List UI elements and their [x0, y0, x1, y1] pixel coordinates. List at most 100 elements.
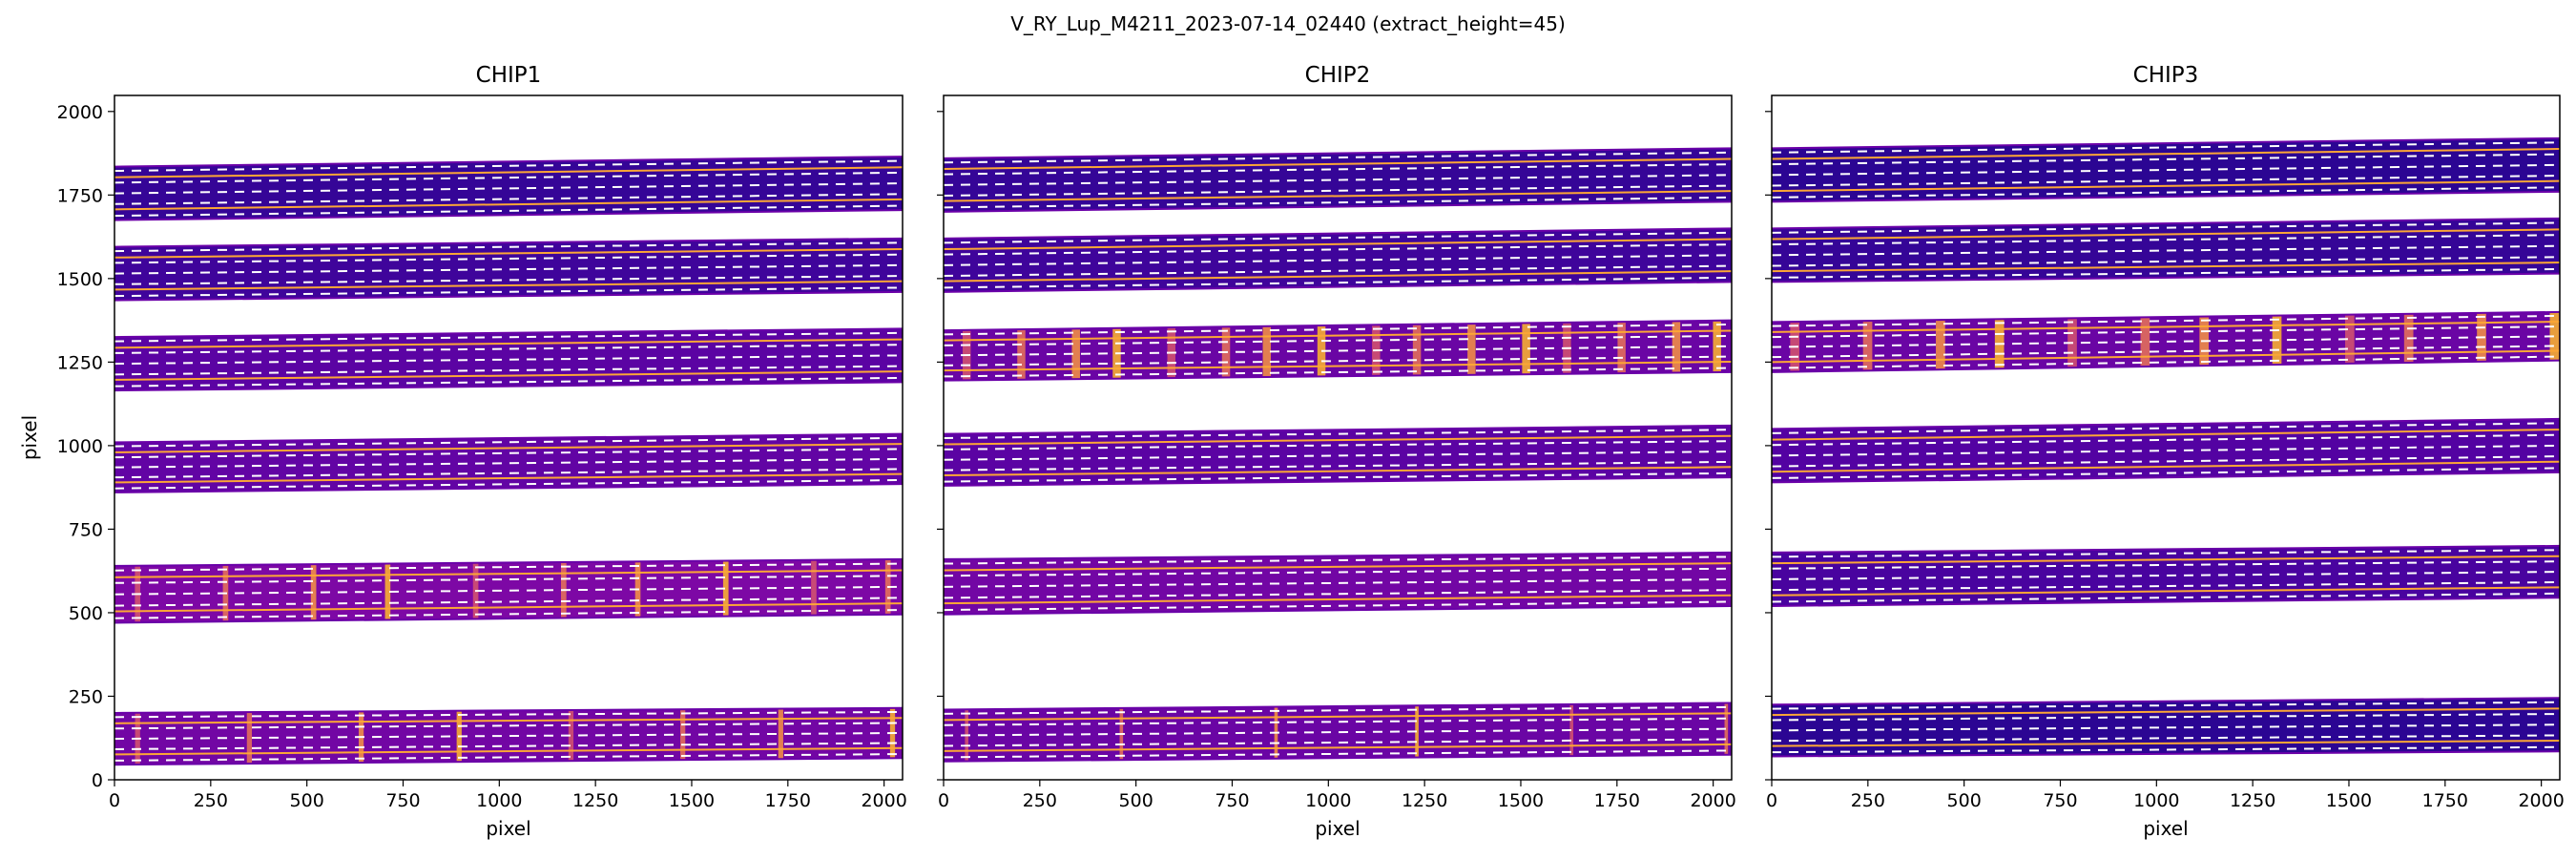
extraction-boundary — [944, 367, 1732, 378]
emission-line — [1862, 321, 1873, 371]
trace-line — [1772, 321, 2560, 333]
extraction-boundary — [944, 243, 1732, 256]
extraction-boundary — [944, 600, 1732, 612]
extraction-boundary — [1772, 335, 2560, 348]
order-band — [114, 238, 903, 301]
extraction-boundary — [114, 286, 903, 298]
emission-line — [811, 559, 817, 616]
trace-line — [944, 712, 1732, 722]
x-tick-label: 500 — [1119, 790, 1153, 811]
trace-line — [1772, 228, 2560, 241]
trace-line — [944, 466, 1732, 477]
extraction-boundary — [114, 253, 903, 264]
emission-line — [1569, 703, 1574, 757]
order-edge-lower — [114, 290, 903, 302]
order-edge-lower — [944, 200, 1732, 213]
order-edge-upper — [1772, 417, 2560, 430]
trace-line — [114, 717, 903, 724]
extraction-boundary — [1772, 186, 2560, 199]
extraction-boundary — [944, 567, 1732, 577]
emission-line — [1262, 325, 1272, 378]
trace-line — [114, 166, 903, 178]
trace-line — [114, 370, 903, 381]
extraction-boundary — [944, 705, 1732, 715]
extraction-boundary — [114, 241, 903, 253]
emission-line — [2345, 314, 2355, 364]
panel-title: CHIP1 — [476, 63, 542, 88]
order-edge-upper — [1772, 217, 2560, 230]
extraction-boundary — [114, 182, 903, 195]
extraction-boundary — [944, 471, 1732, 483]
extraction-boundary — [1772, 267, 2560, 279]
extraction-boundary — [944, 717, 1732, 726]
x-tick-label: 500 — [290, 790, 324, 811]
y-tick-label: 1000 — [57, 436, 103, 457]
order-edge-upper — [944, 702, 1732, 711]
extraction-boundary — [944, 184, 1732, 198]
extraction-boundary — [114, 710, 903, 719]
order-band — [944, 702, 1732, 762]
extraction-boundary — [1772, 175, 2560, 187]
emission-line — [1412, 324, 1422, 376]
extraction-boundary — [944, 323, 1732, 336]
panel-title: CHIP2 — [1305, 63, 1371, 88]
order-edge-lower — [944, 753, 1732, 763]
extraction-boundary — [114, 376, 903, 388]
extraction-boundary — [944, 355, 1732, 367]
emission-line — [1071, 328, 1080, 380]
extraction-boundary — [1772, 325, 2560, 339]
extraction-boundary — [1772, 455, 2560, 468]
extraction-boundary — [944, 231, 1732, 244]
extraction-boundary — [944, 440, 1732, 450]
extraction-boundary — [944, 577, 1732, 588]
extraction-boundary — [1772, 256, 2560, 267]
extraction-boundary — [114, 457, 903, 469]
x-tick-label: 1750 — [1594, 790, 1640, 811]
extraction-boundary — [114, 448, 903, 459]
extraction-boundary — [114, 275, 903, 285]
x-tick-label: 1500 — [1498, 790, 1544, 811]
trace-line — [944, 329, 1732, 342]
extraction-boundary — [114, 597, 903, 607]
extraction-boundary — [114, 585, 903, 596]
order-band — [1772, 137, 2560, 202]
trace-line — [114, 569, 903, 578]
order-band — [944, 425, 1732, 486]
axes-frame — [943, 94, 1733, 781]
plot-area — [114, 156, 903, 766]
chart-panel-3: 0 250 500 750 1000 1250 1500 1750 2000 CHIP3 pixel — [1765, 63, 2565, 840]
order-edge-upper — [944, 551, 1732, 560]
emission-line — [2140, 317, 2150, 367]
x-axis-label: pixel — [486, 817, 530, 840]
trace-line — [114, 338, 903, 349]
emission-line — [1467, 324, 1476, 375]
order-edge-lower — [114, 613, 903, 624]
trace-line — [1772, 148, 2560, 160]
extraction-boundary — [114, 344, 903, 354]
extraction-boundary — [114, 742, 903, 750]
y-tick-label: 0 — [92, 770, 103, 791]
trace-line — [1772, 349, 2560, 364]
order-edge-lower — [1772, 359, 2560, 373]
order-edge-upper — [114, 156, 903, 168]
x-tick-label: 1250 — [1402, 790, 1447, 811]
extraction-boundary — [944, 174, 1732, 186]
plot-area — [1772, 136, 2560, 758]
extraction-boundary — [1772, 549, 2560, 558]
order-band — [114, 328, 903, 391]
extraction-boundary — [1772, 345, 2560, 359]
extraction-boundary — [1772, 580, 2560, 592]
emission-line — [778, 708, 783, 760]
order-band — [944, 320, 1732, 381]
x-tick-label: 0 — [109, 790, 120, 811]
extraction-boundary — [1772, 723, 2560, 732]
trace-line — [944, 270, 1732, 283]
extraction-boundary — [1772, 734, 2560, 743]
trace-line — [1772, 179, 2560, 193]
extraction-boundary — [114, 478, 903, 490]
x-tick-label: 1500 — [2326, 790, 2372, 811]
order-band — [114, 707, 903, 765]
extraction-boundary — [944, 738, 1732, 747]
y-tick-label: 750 — [69, 519, 103, 540]
emission-line — [1936, 320, 1945, 370]
